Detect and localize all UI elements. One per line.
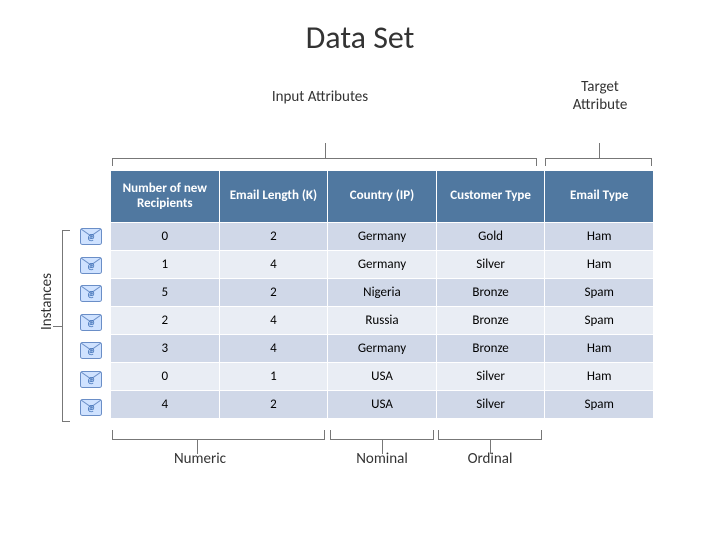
- dataset-table-wrap: Number of new RecipientsEmail Length (K)…: [110, 170, 654, 419]
- cell: Bronze: [436, 307, 545, 335]
- svg-text:@: @: [87, 232, 95, 243]
- table-header-row: Number of new RecipientsEmail Length (K)…: [111, 171, 654, 223]
- cell: Ham: [545, 251, 654, 279]
- cell: Silver: [436, 251, 545, 279]
- ordinal-bracket: [438, 430, 542, 440]
- input-attributes-label: Input Attributes: [220, 88, 420, 106]
- nominal-bracket: [330, 430, 434, 440]
- cell: 4: [219, 251, 328, 279]
- svg-text:@: @: [87, 289, 95, 300]
- table-row: 52NigeriaBronzeSpam: [111, 279, 654, 307]
- col-header-2: Country (IP): [328, 171, 437, 223]
- email-icon: @: [80, 257, 102, 274]
- email-icon: @: [80, 342, 102, 359]
- cell: Silver: [436, 363, 545, 391]
- cell: 2: [111, 307, 220, 335]
- email-icon: @: [80, 228, 102, 245]
- instances-label: Instances: [38, 273, 56, 330]
- svg-text:@: @: [87, 261, 95, 272]
- col-header-0: Number of new Recipients: [111, 171, 220, 223]
- cell: 0: [111, 363, 220, 391]
- cell: 2: [219, 279, 328, 307]
- cell: Ham: [545, 363, 654, 391]
- cell: 4: [219, 307, 328, 335]
- email-icon: @: [80, 399, 102, 416]
- ordinal-label: Ordinal: [440, 450, 540, 468]
- email-icon: @: [80, 371, 102, 388]
- cell: Bronze: [436, 279, 545, 307]
- cell: 2: [219, 391, 328, 419]
- row-icons: @ @ @ @ @ @ @: [80, 228, 102, 428]
- cell: Germany: [328, 335, 437, 363]
- svg-text:@: @: [87, 375, 95, 386]
- svg-text:@: @: [87, 318, 95, 329]
- nominal-label: Nominal: [332, 450, 432, 468]
- cell: Ham: [545, 335, 654, 363]
- table-row: 14GermanySilverHam: [111, 251, 654, 279]
- cell: 3: [111, 335, 220, 363]
- cell: Nigeria: [328, 279, 437, 307]
- cell: Russia: [328, 307, 437, 335]
- target-bracket: [545, 158, 652, 166]
- cell: 4: [219, 335, 328, 363]
- cell: Spam: [545, 279, 654, 307]
- table-row: 01USASilverHam: [111, 363, 654, 391]
- cell: Gold: [436, 223, 545, 251]
- cell: Germany: [328, 251, 437, 279]
- dataset-table: Number of new RecipientsEmail Length (K)…: [110, 170, 654, 419]
- cell: USA: [328, 391, 437, 419]
- cell: USA: [328, 363, 437, 391]
- target-attribute-label: Target Attribute: [555, 78, 645, 114]
- cell: Silver: [436, 391, 545, 419]
- cell: 5: [111, 279, 220, 307]
- numeric-label: Numeric: [150, 450, 250, 468]
- numeric-bracket: [112, 430, 325, 440]
- cell: Germany: [328, 223, 437, 251]
- cell: 1: [111, 251, 220, 279]
- col-header-1: Email Length (K): [219, 171, 328, 223]
- page-title: Data Set: [0, 18, 720, 57]
- target-attribute-text: Target Attribute: [573, 78, 628, 114]
- cell: Spam: [545, 391, 654, 419]
- table-row: 42USASilverSpam: [111, 391, 654, 419]
- cell: Ham: [545, 223, 654, 251]
- cell: 2: [219, 223, 328, 251]
- table-body: 02GermanyGoldHam14GermanySilverHam52Nige…: [111, 223, 654, 419]
- col-header-3: Customer Type: [436, 171, 545, 223]
- svg-text:@: @: [87, 346, 95, 357]
- col-header-4: Email Type: [545, 171, 654, 223]
- input-bracket: [112, 158, 537, 166]
- table-row: 02GermanyGoldHam: [111, 223, 654, 251]
- cell: 0: [111, 223, 220, 251]
- email-icon: @: [80, 285, 102, 302]
- instances-bracket: [62, 230, 70, 422]
- cell: 4: [111, 391, 220, 419]
- email-icon: @: [80, 314, 102, 331]
- cell: Bronze: [436, 335, 545, 363]
- svg-text:@: @: [87, 403, 95, 414]
- cell: Spam: [545, 307, 654, 335]
- table-row: 34GermanyBronzeHam: [111, 335, 654, 363]
- cell: 1: [219, 363, 328, 391]
- table-row: 24RussiaBronzeSpam: [111, 307, 654, 335]
